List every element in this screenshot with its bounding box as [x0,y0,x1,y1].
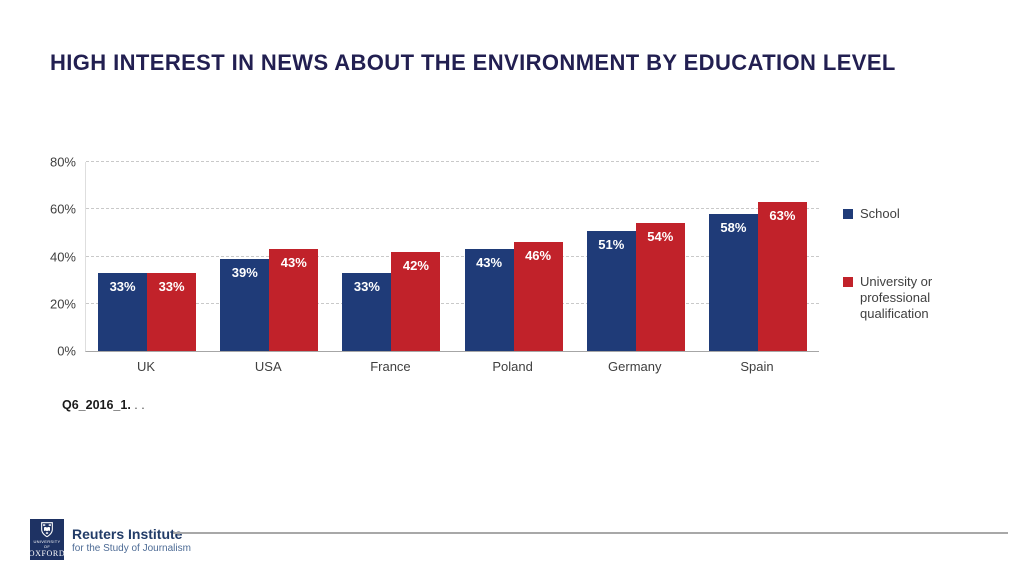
legend-item-school: School [843,206,1021,222]
bar-value-label: 58% [720,219,747,235]
legend-swatch-university [843,277,853,287]
footnote: Q6_2016_1. . . [62,398,145,412]
bar-value-label: 33% [109,279,136,295]
footnote-suffix: . . [130,398,145,412]
category-label-france: France [370,359,411,374]
y-tick-40%: 40% [49,249,76,264]
bar-value-label: 33% [353,279,380,295]
bar-group-germany: 51% 54% [575,162,697,351]
plot-area: 33% 33% 39% 43% 33% 42% 43% 46% 51% 54% 58% 63% [85,161,819,352]
oxford-label: OXFORD [28,548,66,558]
footer-divider [173,532,1008,534]
legend-item-university: University or professional qualification [843,274,1021,322]
bar-value-label: 39% [231,264,258,280]
legend-label-university: University or professional qualification [860,274,933,321]
legend: School University or professional qualifi… [843,206,1021,322]
bar-group-spain: 58% 63% [697,162,819,351]
bar-university-germany: 54% [635,223,685,351]
bar-university-usa: 43% [269,249,319,351]
bar-value-label: 43% [476,255,503,271]
bar-university-spain: 63% [757,202,807,351]
bar-university-uk: 33% [147,273,197,351]
bar-value-label: 46% [525,248,552,264]
oxford-logo: UNIVERSITY OF OXFORD [28,519,66,560]
y-tick-0%: 0% [57,343,76,359]
gridline-80% [86,161,819,162]
bar-university-poland: 46% [513,242,563,351]
footnote-question-id: Q6_2016_1. [62,398,131,412]
bar-school-germany: 51% [586,230,636,351]
bar-value-label: 43% [280,255,307,271]
bar-school-france: 33% [342,273,392,351]
bar-group-uk: 33% 33% [86,162,208,351]
bar-value-label: 63% [769,208,796,224]
legend-swatch-school [843,209,853,219]
category-label-uk: UK [137,359,156,374]
gridline-20% [86,302,819,304]
bar-school-uk: 33% [98,273,148,351]
bar-value-label: 42% [402,257,429,273]
legend-label-school: School [860,206,900,221]
x-axis-labels: UK USA France Poland Germany Spain [85,359,818,374]
bar-group-france: 33% 42% [330,162,452,351]
y-axis-ticks: 0% 20% 40% 60% 80% [0,155,76,359]
y-tick-60%: 60% [49,201,76,217]
category-label-poland: Poland [492,359,533,374]
category-label-spain: Spain [740,359,774,374]
y-tick-20%: 20% [49,296,76,312]
bar-school-poland: 43% [464,249,514,351]
institute-name: Reuters Institute [72,526,183,542]
oxford-crest-icon [41,521,53,537]
bar-school-usa: 39% [220,258,270,351]
bar-value-label: 54% [647,229,674,245]
page-title: HIGH INTEREST IN NEWS ABOUT THE ENVIRONM… [50,50,896,75]
y-tick-80%: 80% [49,154,76,170]
gridline-60% [86,208,819,210]
university-of-label: UNIVERSITY OF [33,538,61,549]
bar-group-usa: 39% 43% [208,162,330,351]
bar-university-france: 42% [391,251,441,351]
bar-school-spain: 58% [708,213,758,351]
institute-brand: Reuters Institute for the Study of Journ… [72,527,191,555]
bar-groups: 33% 33% 39% 43% 33% 42% 43% 46% 51% 54% 58% 63% [86,162,819,351]
bar-value-label: 33% [158,279,185,295]
category-label-germany: Germany [608,359,662,374]
bar-value-label: 51% [598,236,625,252]
category-label-usa: USA [254,359,282,374]
gridline-40% [86,255,819,257]
bar-group-poland: 43% 46% [453,162,575,351]
institute-subtitle: for the Study of Journalism [72,543,191,554]
